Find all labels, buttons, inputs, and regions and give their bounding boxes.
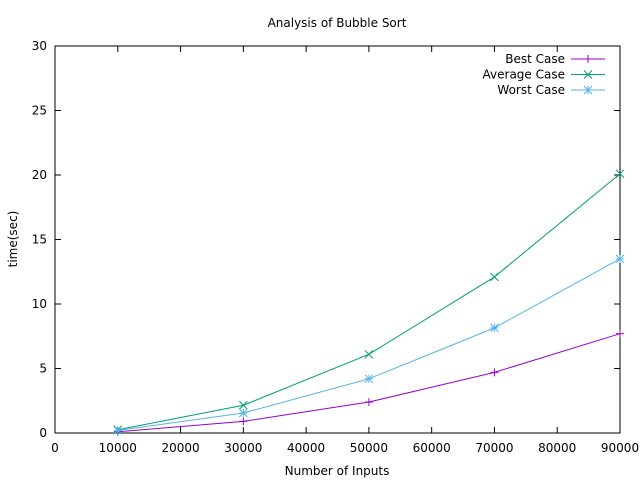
data-point-best-case — [364, 398, 373, 407]
series-average-case — [113, 169, 625, 435]
x-tick-label: 20000 — [161, 441, 199, 455]
legend-item-worst-case: Worst Case — [497, 83, 605, 97]
y-tick-label: 5 — [39, 362, 47, 376]
x-axis-ticks: 0 10000 20000 30000 40000 50000 60000 70000 8000… — [51, 46, 639, 455]
series-worst-case — [113, 254, 625, 435]
y-tick-label: 30 — [32, 39, 47, 53]
data-point-average-case — [238, 400, 248, 410]
plot-area-border — [54, 45, 621, 434]
data-point-best-case — [239, 417, 248, 426]
data-point-worst-case — [113, 426, 123, 435]
x-tick-label: 80000 — [538, 441, 576, 455]
x-tick-label: 50000 — [350, 441, 388, 455]
y-tick-label: 25 — [32, 104, 47, 118]
x-tick-label: 0 — [51, 441, 59, 455]
legend-item-average-case: Average Case — [483, 68, 605, 82]
legend-label: Best Case — [505, 52, 565, 66]
x-tick-label: 70000 — [475, 441, 513, 455]
x-tick-label: 90000 — [601, 441, 639, 455]
x-tick-label: 10000 — [99, 441, 137, 455]
data-point-best-case — [490, 368, 499, 377]
x-tick-label: 40000 — [287, 441, 325, 455]
legend-label: Average Case — [483, 68, 565, 82]
legend-label: Worst Case — [497, 83, 565, 97]
data-point-worst-case — [615, 254, 625, 264]
data-point-worst-case — [490, 323, 499, 333]
y-tick-label: 15 — [32, 233, 47, 247]
legend-marker — [583, 70, 593, 79]
chart-title: Analysis of Bubble Sort — [268, 16, 407, 30]
y-tick-label: 20 — [32, 168, 47, 182]
y-tick-label: 10 — [32, 297, 47, 311]
x-tick-label: 60000 — [413, 441, 451, 455]
legend-item-best-case: Best Case — [505, 52, 605, 66]
x-axis-label: Number of Inputs — [285, 464, 390, 478]
data-point-average-case — [615, 169, 625, 179]
data-point-average-case — [364, 349, 374, 359]
y-axis-label: time(sec) — [6, 211, 20, 268]
data-point-best-case — [616, 329, 624, 338]
data-point-average-case — [490, 272, 499, 282]
data-point-worst-case — [238, 408, 248, 418]
y-tick-label: 0 — [39, 426, 47, 440]
legend-marker — [583, 85, 593, 95]
series-layer — [113, 169, 625, 436]
data-point-worst-case — [364, 374, 374, 384]
x-tick-label: 30000 — [224, 441, 262, 455]
legend-marker — [584, 55, 592, 63]
